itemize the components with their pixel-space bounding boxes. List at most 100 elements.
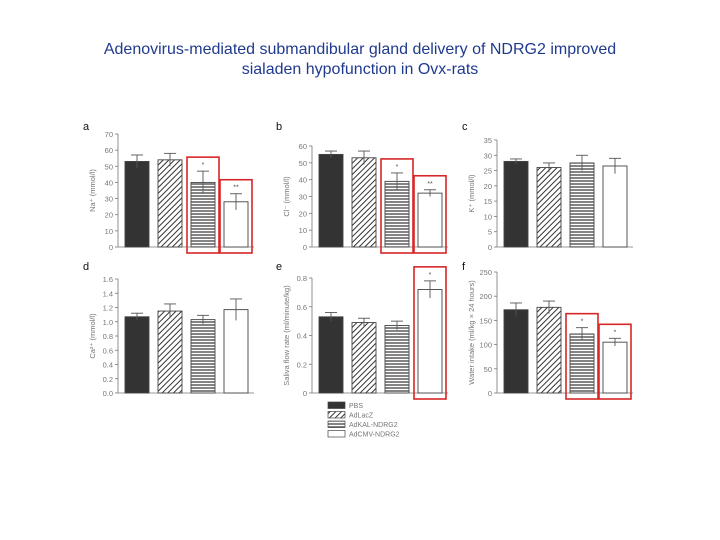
y-tick-label: 30 (105, 195, 113, 204)
y-tick-label: 60 (105, 146, 113, 155)
y-tick-label: 35 (484, 136, 492, 145)
y-tick-label: 70 (105, 130, 113, 139)
y-tick-label: 25 (484, 167, 492, 176)
highlight-box (413, 174, 447, 254)
y-axis-label: Na⁺ (mmol/l) (88, 169, 97, 212)
bar-adcmv-ndrg2 (602, 341, 628, 394)
significance-label: * (614, 329, 617, 336)
y-tick-label: 15 (484, 197, 492, 206)
y-tick-label: 40 (299, 176, 307, 185)
y-tick-label: 10 (299, 226, 307, 235)
y-tick-label: 200 (479, 292, 492, 301)
y-tick-label: 0.4 (297, 332, 307, 341)
significance-label: * (581, 319, 584, 326)
y-tick-label: 0.2 (103, 375, 113, 384)
y-tick-label: 30 (299, 193, 307, 202)
y-tick-label: 0.8 (103, 332, 113, 341)
panel-letter: c (462, 121, 468, 133)
panel-e: e 0 0.2 0.4 0.6 0.8 Saliva flow rate (ml/minut… (276, 261, 448, 400)
y-tick-label: 10 (105, 227, 113, 236)
y-tick-label: 0.8 (297, 274, 307, 283)
bar-pbs (124, 160, 150, 248)
y-tick-label: 0.2 (297, 360, 307, 369)
bar-adkal-ndrg2 (190, 181, 216, 248)
y-tick-label: 0.4 (103, 361, 113, 370)
legend-swatch (327, 411, 346, 419)
highlight-box (565, 312, 599, 400)
highlight-box (380, 158, 414, 254)
y-tick-label: 150 (479, 316, 492, 325)
y-tick-label: 0.6 (297, 303, 307, 312)
highlight-box (186, 156, 220, 254)
significance-label: ** (233, 185, 239, 192)
bar-pbs (503, 309, 529, 394)
highlight-box (598, 323, 632, 400)
bar-adkal-ndrg2 (384, 180, 410, 248)
bar-adlacz (157, 310, 183, 394)
y-tick-label: 20 (299, 209, 307, 218)
bar-adkal-ndrg2 (569, 333, 595, 394)
bar-adlacz (157, 159, 183, 248)
y-axis-label: Water intake (ml/kg × 24 hours) (467, 280, 476, 385)
y-tick-label: 60 (299, 142, 307, 151)
y-tick-label: 0 (303, 243, 307, 252)
legend: PBS AdLacZ AdKAL-NDRG2 AdCMV-NDRG2 (327, 401, 400, 439)
slide-title: Adenovirus-mediated submandibular gland … (0, 40, 720, 80)
bar-adcmv-ndrg2 (223, 309, 249, 394)
y-tick-label: 250 (479, 268, 492, 277)
y-tick-label: 0 (109, 243, 113, 252)
y-tick-label: 0.0 (103, 389, 113, 398)
significance-label: ** (427, 181, 433, 188)
panel-d: d 0.0 0.2 0.4 0.6 0.8 1.0 1.2 1.4 1.6 Ca²⁺ (mmol/l… (83, 261, 254, 398)
legend-label: AdCMV-NDRG2 (349, 432, 400, 439)
bar-adlacz (351, 322, 377, 394)
y-tick-label: 20 (105, 211, 113, 220)
legend-label: AdLacZ (349, 413, 374, 420)
significance-label: * (202, 162, 205, 169)
significance-label: * (429, 272, 432, 279)
y-tick-label: 1.4 (103, 289, 113, 298)
legend-swatch (327, 420, 346, 428)
bar-adcmv-ndrg2 (417, 192, 443, 248)
bar-pbs (124, 316, 150, 394)
legend-label: AdKAL-NDRG2 (349, 422, 398, 429)
bar-adcmv-ndrg2 (602, 165, 628, 248)
bar-pbs (318, 153, 344, 248)
bar-pbs (503, 160, 529, 248)
bar-adcmv-ndrg2 (417, 289, 443, 394)
y-tick-label: 0 (488, 389, 492, 398)
y-axis-label: K⁺ (mmol/l) (467, 174, 476, 213)
y-axis-label: Cl⁻ (mmol/l) (282, 176, 291, 217)
significance-label: * (396, 164, 399, 171)
highlight-box (413, 266, 447, 400)
slide-title-line-1: Adenovirus-mediated submandibular gland … (103, 41, 617, 58)
y-axis-label: Saliva flow rate (ml/minute/kg) (282, 285, 291, 386)
y-tick-label: 30 (484, 151, 492, 160)
legend-swatch (327, 401, 346, 409)
y-axis-label: Ca²⁺ (mmol/l) (88, 313, 97, 359)
bar-adkal-ndrg2 (190, 319, 216, 394)
y-tick-label: 1.6 (103, 275, 113, 284)
y-tick-label: 50 (105, 162, 113, 171)
y-tick-label: 10 (484, 212, 492, 221)
slide-title-line-2: sialaden hypofunction in Ovx-rats (241, 61, 479, 78)
y-tick-label: 1.2 (103, 304, 113, 313)
y-tick-label: 50 (484, 365, 492, 374)
y-tick-label: 40 (105, 178, 113, 187)
bar-adkal-ndrg2 (569, 162, 595, 248)
legend-label: PBS (349, 403, 363, 410)
y-tick-label: 5 (488, 228, 492, 237)
panel-letter: d (83, 261, 89, 273)
y-tick-label: 1.0 (103, 318, 113, 327)
panel-c: c 0 5 10 15 20 25 30 35 K⁺ (mmol/l) (462, 121, 633, 252)
y-tick-label: 100 (479, 341, 492, 350)
legend-swatch (327, 430, 346, 438)
bar-adkal-ndrg2 (384, 324, 410, 394)
y-tick-label: 50 (299, 159, 307, 168)
panel-letter: e (276, 261, 282, 273)
y-tick-label: 0 (488, 243, 492, 252)
